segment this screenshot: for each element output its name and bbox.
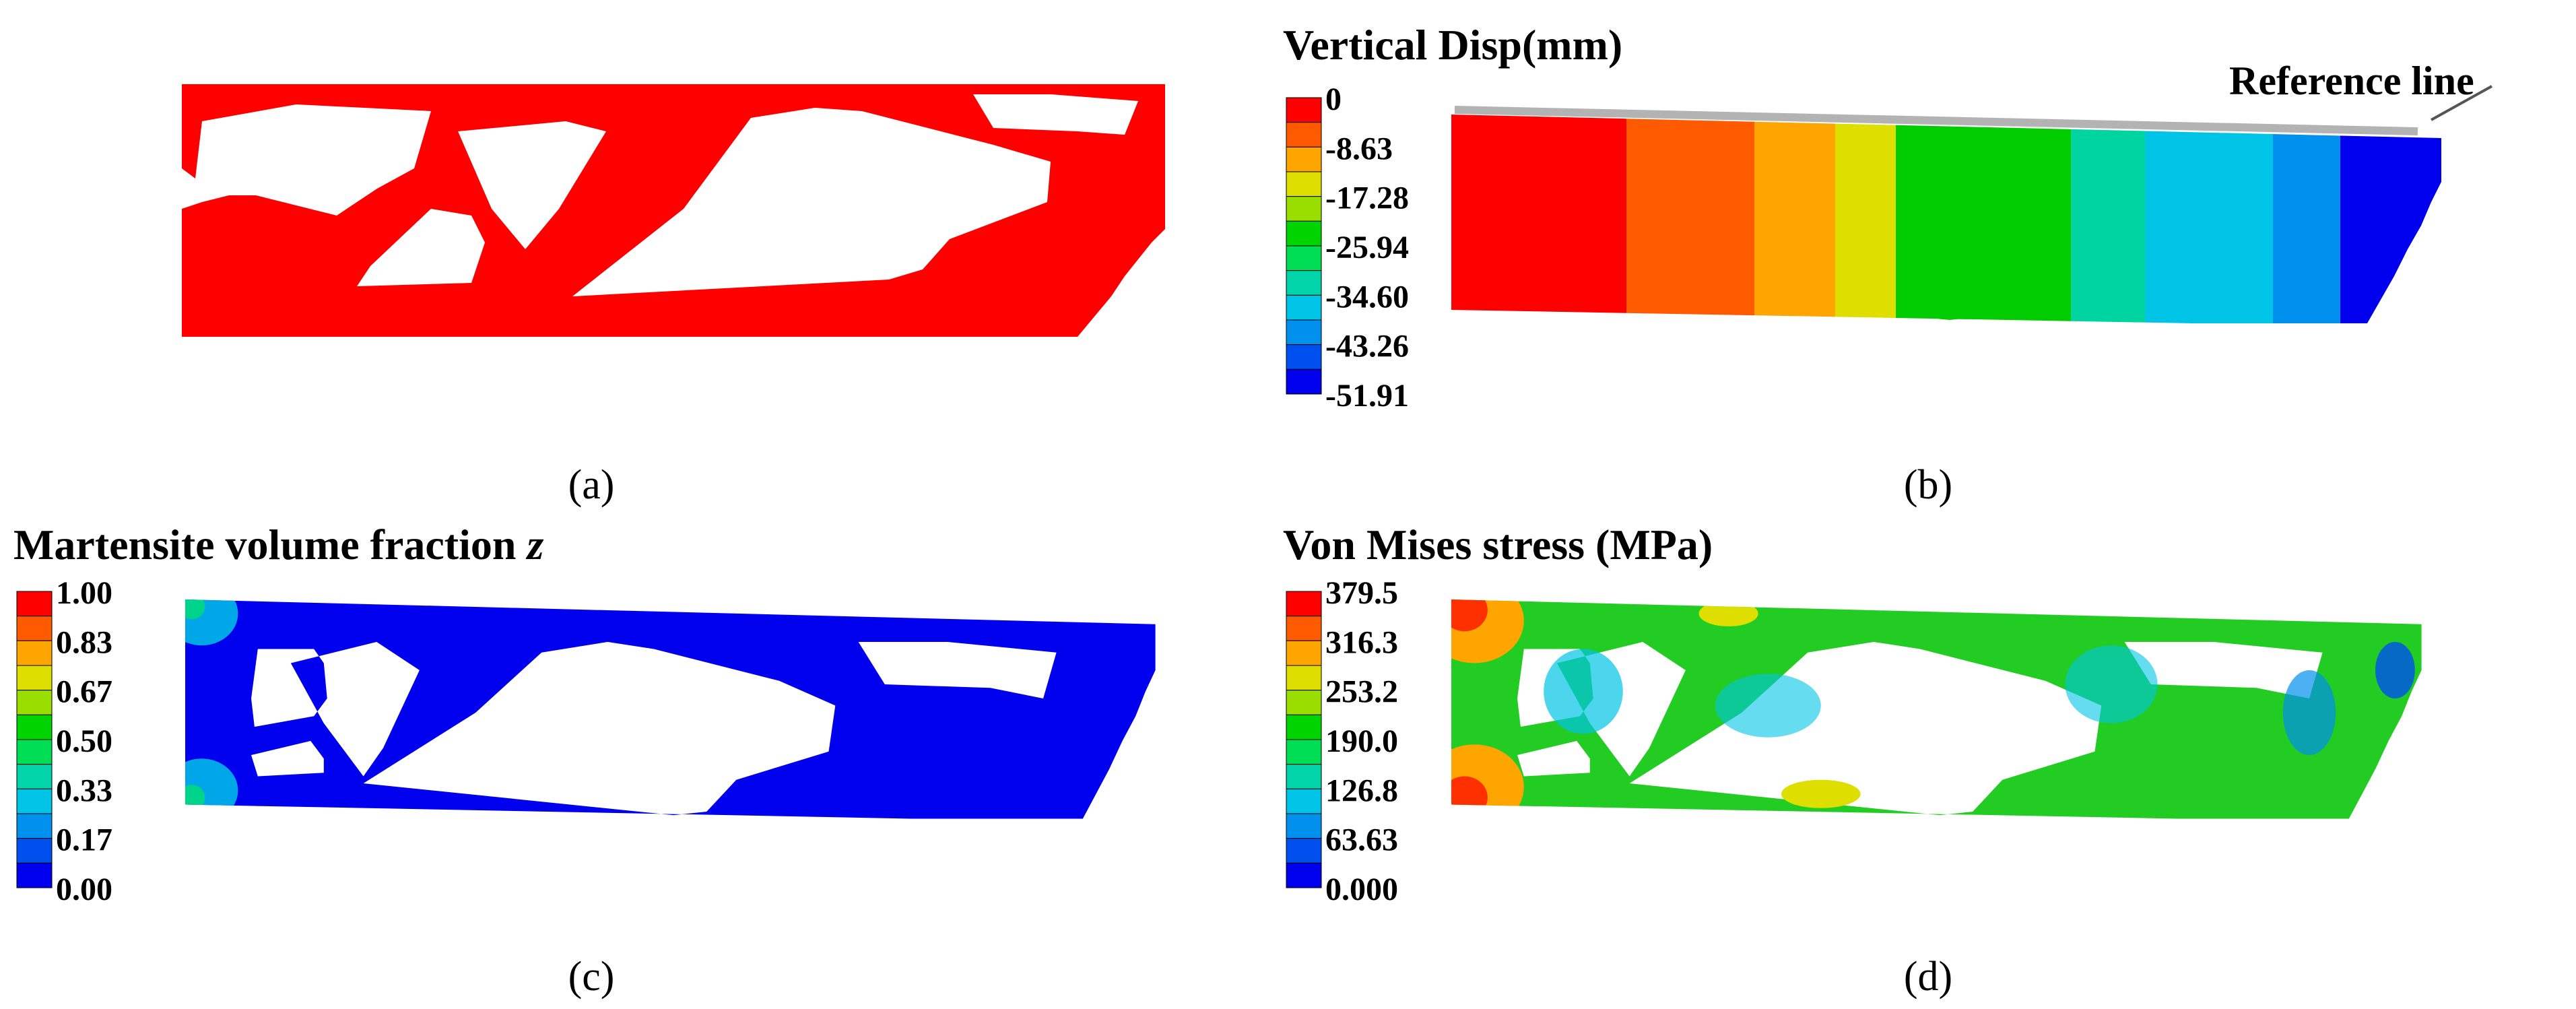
legend-label: -34.60 <box>1325 279 1409 315</box>
legend-swatch <box>1286 270 1322 296</box>
legend-swatch <box>1286 665 1322 691</box>
caption-a: (a) <box>568 462 615 508</box>
legend-swatch <box>1286 245 1322 271</box>
reference-line <box>1454 106 2418 135</box>
legend-label: 379.5 <box>1325 575 1398 611</box>
legend-label: 126.8 <box>1325 773 1398 808</box>
panel-a: (a) <box>182 84 1165 508</box>
legend-label: 0.67 <box>56 674 112 710</box>
legend-swatch <box>1286 146 1322 172</box>
legend-swatch <box>1286 294 1322 321</box>
legend-label: 0.33 <box>56 773 112 808</box>
panel-c-title: Martensite volume fraction z <box>13 521 543 568</box>
legend-swatch <box>16 665 53 691</box>
legend-von-mises: 379.5 316.3 253.2 190.0 126.8 63.63 0.000 <box>1286 575 1398 907</box>
legend-swatch <box>1286 739 1322 765</box>
legend-swatch <box>16 788 53 814</box>
legend-label: -25.94 <box>1325 230 1409 265</box>
legend-swatch <box>1286 838 1322 864</box>
legend-label: 0.50 <box>56 723 112 759</box>
legend-label: 0.83 <box>56 624 112 660</box>
caption-c: (c) <box>568 954 615 1000</box>
legend-label: -43.26 <box>1325 329 1409 364</box>
legend-swatch <box>1286 591 1322 617</box>
legend-label: -8.63 <box>1325 131 1393 166</box>
reference-line-leader <box>2431 85 2492 121</box>
legend-swatch <box>16 862 53 888</box>
legend-swatch <box>16 591 53 617</box>
legend-swatch <box>16 764 53 789</box>
legend-swatch <box>1286 319 1322 346</box>
legend-swatch <box>1286 616 1322 641</box>
legend-swatch <box>1286 171 1322 197</box>
legend-label: 253.2 <box>1325 674 1398 710</box>
legend-martensite-fraction: 1.00 0.83 0.67 0.50 0.33 0.17 0.00 <box>16 575 112 907</box>
caption-d: (d) <box>1904 954 1952 1000</box>
legend-swatch <box>1286 344 1322 370</box>
legend-swatch <box>1286 122 1322 148</box>
legend-swatch <box>16 739 53 765</box>
legend-label: -51.91 <box>1325 378 1409 414</box>
legend-swatch <box>16 616 53 641</box>
legend-swatch <box>1286 813 1322 839</box>
legend-label: 63.63 <box>1325 822 1398 858</box>
legend-swatch <box>16 838 53 864</box>
panel-d: Von Mises stress (MPa) 379.5 316.3 253.2 19… <box>1283 521 2422 1000</box>
legend-swatch <box>1286 220 1322 247</box>
structure-martensite <box>185 599 1156 819</box>
structure-von-mises <box>1451 599 2422 819</box>
panel-b-title: Vertical Disp(mm) <box>1283 21 1622 69</box>
legend-swatch <box>1286 368 1322 395</box>
panel-c: Martensite volume fraction z 1.00 0.83 0.6… <box>13 521 1156 1000</box>
legend-swatch <box>1286 690 1322 715</box>
legend-label: 0.000 <box>1325 872 1398 907</box>
legend-label: 0 <box>1325 82 1342 117</box>
legend-label: 190.0 <box>1325 723 1398 759</box>
legend-swatch <box>1286 764 1322 789</box>
legend-swatch <box>16 714 53 740</box>
legend-swatch <box>16 813 53 839</box>
structure-vertical-disp <box>1451 115 2441 323</box>
legend-label: 316.3 <box>1325 624 1398 660</box>
structure-undeformed <box>182 84 1165 337</box>
legend-swatch <box>1286 640 1322 666</box>
legend-swatch <box>16 690 53 715</box>
legend-label: 0.17 <box>56 822 112 858</box>
reference-line-label: Reference line <box>2229 59 2474 103</box>
legend-swatch <box>1286 196 1322 222</box>
panel-d-title: Von Mises stress (MPa) <box>1283 521 1713 568</box>
legend-swatch <box>1286 97 1322 123</box>
legend-swatch <box>1286 862 1322 888</box>
caption-b: (b) <box>1904 462 1952 508</box>
legend-label: 1.00 <box>56 575 112 611</box>
legend-swatch <box>1286 714 1322 740</box>
legend-vertical-disp: 0 -8.63 -17.28 -25.94 -34.60 -43.26 -51.91 <box>1286 82 1409 414</box>
legend-label: -17.28 <box>1325 181 1409 216</box>
panel-b: Vertical Disp(mm) 0 -8.63 -17.28 -25.94 -34.… <box>1283 21 2492 508</box>
legend-label: 0.00 <box>56 872 112 907</box>
legend-swatch <box>1286 788 1322 814</box>
legend-swatch <box>16 640 53 666</box>
